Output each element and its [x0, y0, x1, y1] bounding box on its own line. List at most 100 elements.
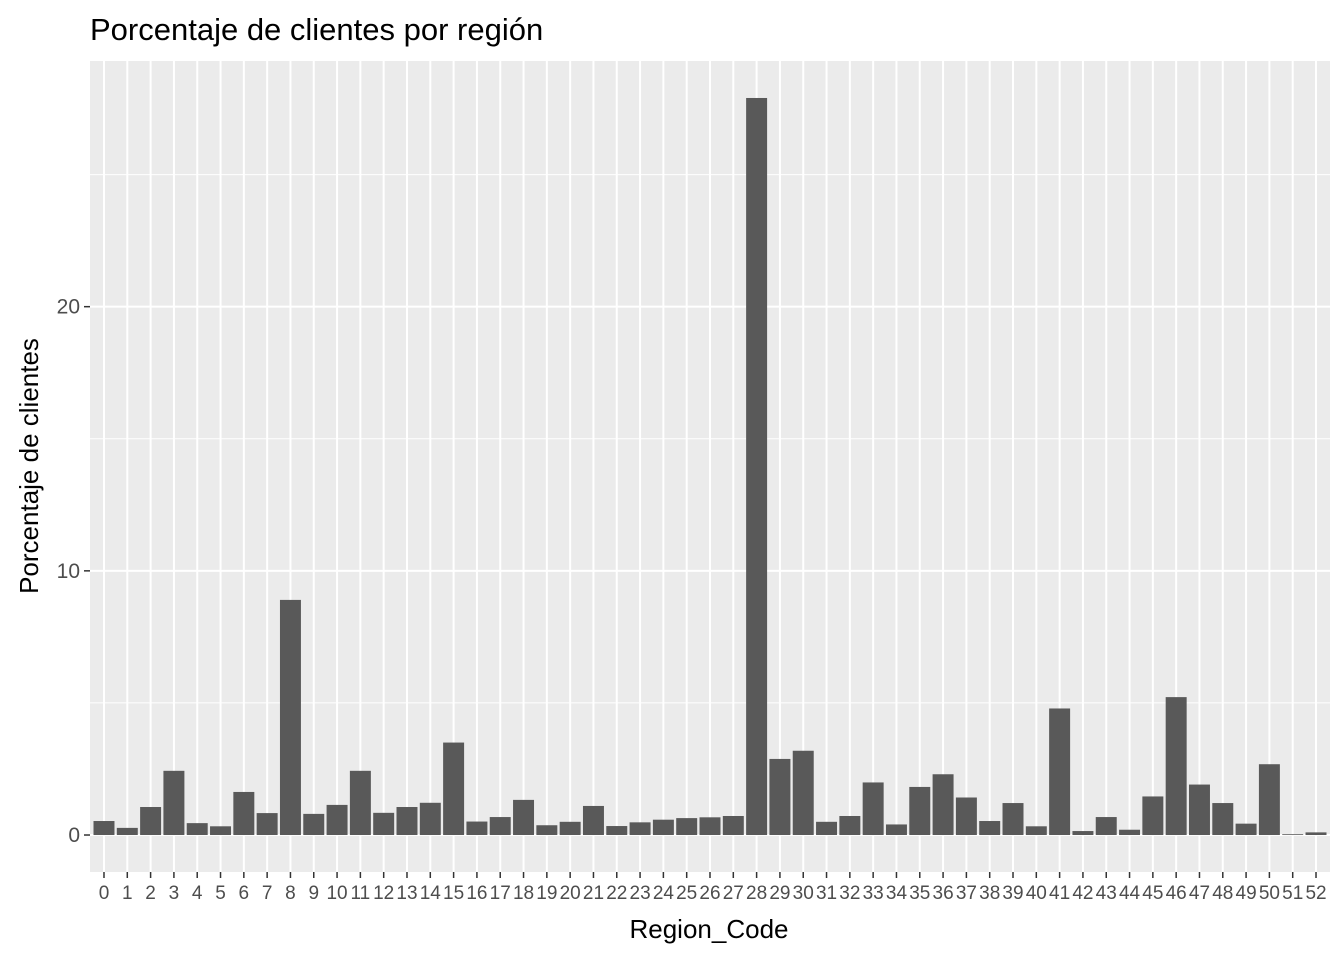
x-tick-label: 20	[560, 883, 581, 904]
x-tick-label: 4	[192, 883, 203, 904]
bar-32	[839, 815, 861, 836]
x-tick-label: 0	[99, 883, 110, 904]
x-tick-label: 13	[396, 883, 417, 904]
bar-5	[210, 826, 232, 836]
bar-51	[1282, 834, 1304, 836]
y-tick-label: 10	[57, 560, 80, 583]
x-tick-label: 14	[420, 883, 442, 904]
y-tick-label: 0	[68, 824, 80, 847]
x-tick-label: 18	[513, 883, 534, 904]
x-tick-label: 38	[979, 883, 1000, 904]
bar-0	[93, 821, 115, 836]
bar-30	[792, 750, 814, 836]
bar-40	[1025, 826, 1047, 836]
bar-29	[769, 758, 791, 836]
bar-12	[373, 812, 395, 836]
x-tick-label: 36	[933, 883, 954, 904]
x-tick-label: 42	[1072, 883, 1093, 904]
x-tick-label: 7	[262, 883, 273, 904]
bar-26	[699, 817, 721, 836]
x-tick-label: 35	[909, 883, 930, 904]
bar-41	[1049, 708, 1071, 836]
x-tick-label: 37	[956, 883, 977, 904]
bar-37	[955, 797, 977, 836]
bar-10	[326, 804, 348, 836]
x-tick-label: 2	[145, 883, 156, 904]
bar-48	[1212, 803, 1234, 836]
bar-24	[652, 819, 674, 836]
x-tick-label: 8	[285, 883, 296, 904]
y-tick-label: 20	[57, 296, 80, 319]
bar-28	[746, 97, 768, 836]
bar-23	[629, 822, 651, 836]
x-tick-label: 49	[1236, 883, 1257, 904]
x-tick-label: 41	[1049, 883, 1070, 904]
x-tick-label: 23	[630, 883, 651, 904]
bar-11	[349, 770, 371, 836]
bars	[93, 97, 1327, 836]
bar-25	[676, 818, 698, 836]
x-tick-label: 19	[536, 883, 557, 904]
bar-33	[862, 782, 884, 836]
bar-7	[256, 813, 278, 836]
bar-42	[1072, 831, 1094, 836]
x-tick-label: 1	[122, 883, 133, 904]
bar-52	[1305, 832, 1327, 836]
x-tick-label: 28	[746, 883, 767, 904]
bar-44	[1119, 829, 1141, 836]
x-tick-label: 3	[169, 883, 180, 904]
bar-18	[513, 799, 535, 836]
x-tick-label: 32	[839, 883, 860, 904]
bar-2	[140, 807, 162, 836]
x-tick-label: 9	[308, 883, 319, 904]
x-tick-label: 48	[1212, 883, 1233, 904]
x-tick-label: 31	[816, 883, 837, 904]
x-tick-label: 25	[676, 883, 697, 904]
bar-43	[1095, 817, 1117, 836]
bar-36	[932, 774, 954, 836]
bar-27	[722, 815, 744, 836]
bar-1	[116, 827, 138, 836]
bar-49	[1235, 823, 1257, 836]
x-tick-label: 40	[1026, 883, 1047, 904]
chart-title: Porcentaje de clientes por región	[90, 12, 543, 47]
x-tick-label: 12	[373, 883, 394, 904]
x-tick-label: 47	[1189, 883, 1210, 904]
bar-47	[1188, 784, 1210, 836]
bar-39	[1002, 803, 1024, 836]
bar-45	[1142, 796, 1164, 836]
bar-17	[489, 817, 511, 836]
bar-20	[559, 821, 581, 836]
bar-15	[443, 742, 465, 836]
bar-34	[885, 824, 907, 836]
bar-4	[186, 823, 208, 836]
bar-21	[582, 805, 604, 836]
bar-22	[606, 826, 628, 836]
x-tick-label: 39	[1002, 883, 1023, 904]
x-tick-label: 29	[769, 883, 790, 904]
bar-14	[419, 802, 441, 836]
bar-3	[163, 770, 185, 836]
x-axis: 0 1 2 3 4 5 6 7 8 9 10 11 12 13 14 15 16 17 18 19 20 21 22 23 24…	[99, 872, 1327, 904]
y-axis: 0 10 20	[57, 296, 90, 847]
bar-46	[1165, 697, 1187, 836]
x-tick-label: 33	[863, 883, 884, 904]
x-tick-label: 24	[653, 883, 675, 904]
x-tick-label: 5	[215, 883, 226, 904]
bar-9	[303, 813, 325, 836]
x-tick-label: 26	[699, 883, 720, 904]
x-tick-label: 34	[886, 883, 908, 904]
bar-50	[1258, 764, 1280, 836]
x-tick-label: 11	[351, 883, 371, 904]
x-tick-label: 22	[606, 883, 627, 904]
bar-16	[466, 821, 488, 836]
x-tick-label: 46	[1166, 883, 1187, 904]
x-tick-label: 50	[1259, 883, 1280, 904]
x-tick-label: 15	[443, 883, 464, 904]
bar-13	[396, 807, 418, 836]
bar-19	[536, 825, 558, 836]
x-tick-label: 44	[1119, 883, 1141, 904]
bar-38	[979, 821, 1001, 836]
x-tick-label: 16	[466, 883, 487, 904]
